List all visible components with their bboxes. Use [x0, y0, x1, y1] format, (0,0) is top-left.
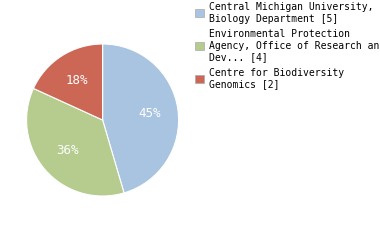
- Text: 45%: 45%: [138, 107, 160, 120]
- Wedge shape: [33, 44, 103, 120]
- Legend: Central Michigan University,
Biology Department [5], Environmental Protection
Ag: Central Michigan University, Biology Dep…: [193, 0, 380, 91]
- Wedge shape: [27, 88, 124, 196]
- Wedge shape: [103, 44, 179, 193]
- Text: 36%: 36%: [56, 144, 78, 157]
- Text: 18%: 18%: [66, 74, 89, 87]
